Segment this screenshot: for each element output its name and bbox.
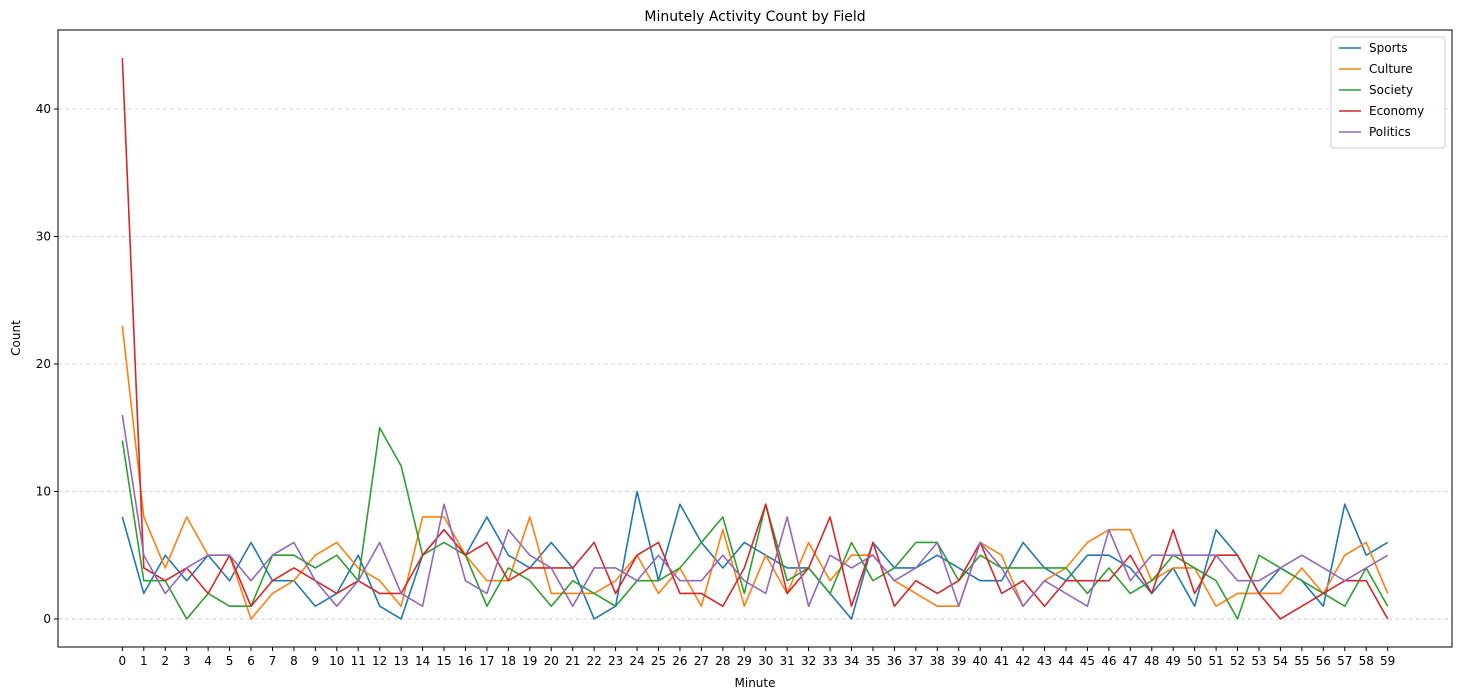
series-line-economy xyxy=(121,58,1389,620)
x-tick-label: 44 xyxy=(1058,654,1073,668)
x-tick-label: 25 xyxy=(651,654,666,668)
plot-frame xyxy=(57,29,1453,648)
x-tick-label: 23 xyxy=(608,654,623,668)
x-tick-label: 58 xyxy=(1359,654,1374,668)
x-tick-label: 7 xyxy=(269,654,277,668)
x-tick-label: 48 xyxy=(1144,654,1159,668)
x-tick-label: 24 xyxy=(629,654,644,668)
x-tick-label: 5 xyxy=(226,654,234,668)
x-tick-label: 38 xyxy=(930,654,945,668)
x-tick-label: 14 xyxy=(415,654,430,668)
x-tick-label: 12 xyxy=(372,654,387,668)
x-tick-label: 51 xyxy=(1208,654,1223,668)
legend-label-sports: Sports xyxy=(1369,41,1407,55)
series-line-culture xyxy=(121,325,1389,620)
x-tick-label: 41 xyxy=(994,654,1009,668)
x-tick-label: 43 xyxy=(1037,654,1052,668)
x-tick-label: 31 xyxy=(780,654,795,668)
x-tick-label: 34 xyxy=(844,654,859,668)
x-tick-label: 0 xyxy=(119,654,127,668)
x-tick-label: 11 xyxy=(351,654,366,668)
x-axis-ticks: 0 1 2 3 4 5 6 7 8 9 10 11 12 13 14 15 16 17 18 19 20 21 22 23 24… xyxy=(119,647,1395,668)
grid-lines xyxy=(58,108,1452,620)
x-tick-label: 53 xyxy=(1251,654,1266,668)
x-tick-label: 46 xyxy=(1101,654,1116,668)
x-tick-label: 22 xyxy=(587,654,602,668)
y-tick-label: 30 xyxy=(36,230,51,244)
x-tick-label: 39 xyxy=(951,654,966,668)
x-tick-label: 30 xyxy=(758,654,773,668)
x-tick-label: 54 xyxy=(1273,654,1288,668)
x-tick-label: 32 xyxy=(801,654,816,668)
series-lines xyxy=(121,58,1389,620)
x-tick-label: 42 xyxy=(1015,654,1030,668)
series-line-politics xyxy=(121,414,1389,608)
y-axis-ticks: 0 10 20 30 40 xyxy=(36,102,58,626)
x-tick-label: 56 xyxy=(1316,654,1331,668)
legend-label-economy: Economy xyxy=(1369,104,1424,118)
x-tick-label: 19 xyxy=(522,654,537,668)
x-tick-label: 29 xyxy=(737,654,752,668)
x-tick-label: 40 xyxy=(973,654,988,668)
y-axis-title: Count xyxy=(9,320,23,356)
y-tick-label: 10 xyxy=(36,484,51,498)
x-tick-label: 26 xyxy=(672,654,687,668)
x-tick-label: 16 xyxy=(458,654,473,668)
x-tick-label: 37 xyxy=(908,654,923,668)
legend-label-society: Society xyxy=(1369,83,1413,97)
y-tick-label: 40 xyxy=(36,102,51,116)
x-tick-label: 47 xyxy=(1123,654,1138,668)
x-tick-label: 52 xyxy=(1230,654,1245,668)
x-tick-label: 1 xyxy=(140,654,148,668)
legend-label-culture: Culture xyxy=(1369,62,1413,76)
x-tick-label: 20 xyxy=(544,654,559,668)
y-tick-label: 20 xyxy=(36,357,51,371)
x-tick-label: 18 xyxy=(501,654,516,668)
x-tick-label: 28 xyxy=(715,654,730,668)
x-tick-label: 55 xyxy=(1294,654,1309,668)
x-tick-label: 15 xyxy=(436,654,451,668)
x-tick-label: 13 xyxy=(393,654,408,668)
x-tick-label: 33 xyxy=(822,654,837,668)
legend-label-politics: Politics xyxy=(1369,125,1411,139)
x-axis-title: Minute xyxy=(735,676,776,690)
x-tick-label: 21 xyxy=(565,654,580,668)
x-tick-label: 45 xyxy=(1080,654,1095,668)
chart-title: Minutely Activity Count by Field xyxy=(644,9,865,25)
legend: Sports Culture Society Economy Politics xyxy=(1330,36,1446,149)
x-tick-label: 35 xyxy=(865,654,880,668)
x-tick-label: 27 xyxy=(694,654,709,668)
x-tick-label: 9 xyxy=(312,654,320,668)
x-tick-label: 49 xyxy=(1166,654,1181,668)
x-tick-label: 57 xyxy=(1337,654,1352,668)
x-tick-label: 3 xyxy=(183,654,191,668)
x-tick-label: 2 xyxy=(161,654,169,668)
legend-box xyxy=(1330,36,1446,149)
x-tick-label: 4 xyxy=(204,654,212,668)
x-tick-label: 59 xyxy=(1380,654,1395,668)
x-tick-label: 8 xyxy=(290,654,298,668)
x-tick-label: 36 xyxy=(887,654,902,668)
x-tick-label: 6 xyxy=(247,654,255,668)
series-line-society xyxy=(121,426,1389,620)
x-tick-label: 10 xyxy=(329,654,344,668)
x-tick-label: 50 xyxy=(1187,654,1202,668)
y-tick-label: 0 xyxy=(43,612,51,626)
x-tick-label: 17 xyxy=(479,654,494,668)
